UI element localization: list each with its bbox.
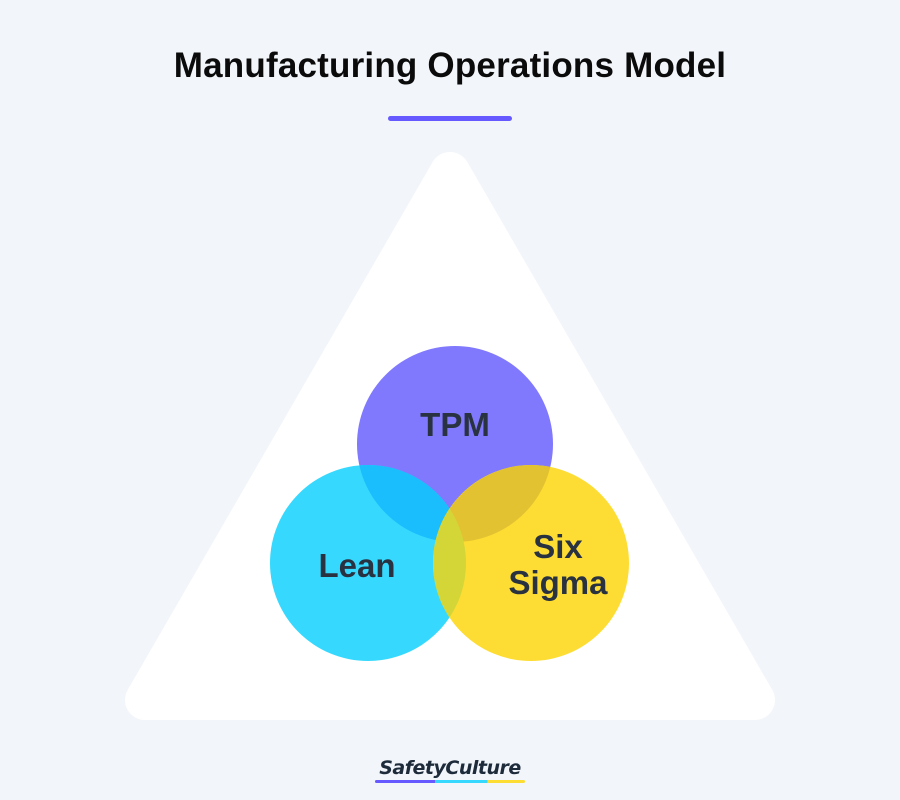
lean-label: Lean	[318, 547, 395, 584]
six-sigma-label-line1: Six	[533, 528, 583, 565]
page-title: Manufacturing Operations Model	[173, 46, 727, 85]
tpm-label: TPM	[420, 406, 490, 443]
logo-underline	[375, 780, 525, 783]
tpm-six-sigma-overlap	[433, 465, 553, 542]
tpm-lean-overlap	[357, 465, 466, 542]
safetyculture-logo: SafetyCulture	[0, 757, 900, 783]
title-underline	[388, 116, 512, 121]
logo-text: SafetyCulture	[379, 757, 521, 779]
six-sigma-label-line2: Sigma	[508, 564, 608, 601]
